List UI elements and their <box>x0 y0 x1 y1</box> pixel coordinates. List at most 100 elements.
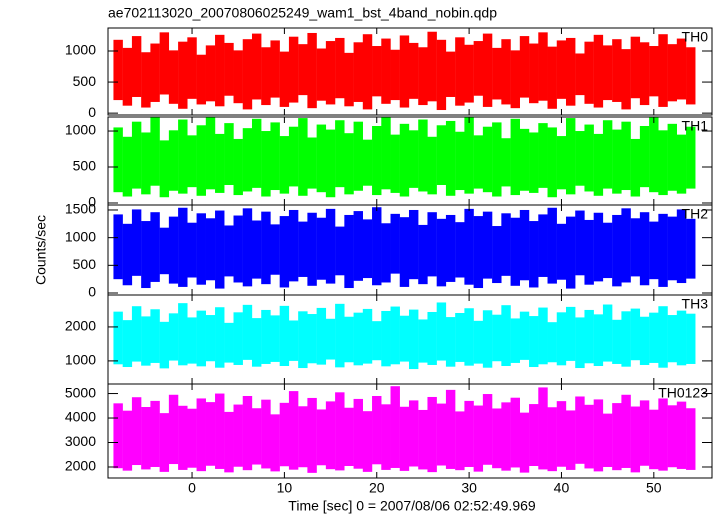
range-bar <box>575 210 585 276</box>
range-bar <box>159 32 170 95</box>
range-bar <box>372 395 382 465</box>
range-bar <box>445 51 456 97</box>
y-tick-label: 1000 <box>65 352 96 368</box>
range-bar <box>159 140 170 198</box>
range-bar <box>298 44 308 96</box>
range-bar <box>113 127 123 193</box>
panel-label: TH3 <box>682 296 709 312</box>
range-bar <box>538 123 548 188</box>
range-bar <box>390 49 400 101</box>
panel-frame <box>107 27 713 116</box>
range-bar <box>344 316 354 363</box>
range-bar <box>667 44 677 102</box>
y-tick-label: 0 <box>88 194 96 210</box>
range-bar <box>445 389 456 469</box>
range-bar <box>676 134 687 194</box>
range-bar <box>556 401 567 467</box>
range-bar <box>325 41 336 105</box>
range-bar <box>538 307 548 365</box>
range-bar <box>455 411 465 471</box>
range-bar <box>141 52 151 108</box>
range-bar <box>325 318 336 360</box>
range-bar <box>602 222 613 279</box>
range-bar <box>501 305 511 366</box>
range-bar <box>372 125 382 196</box>
y-tick-label: 2000 <box>65 318 96 334</box>
range-bar <box>630 308 641 361</box>
range-bar <box>492 408 502 469</box>
range-bar <box>242 304 253 360</box>
range-bar <box>224 411 234 473</box>
range-bar <box>649 117 659 193</box>
range-bar <box>215 393 225 469</box>
range-bar <box>436 218 447 287</box>
range-bar <box>612 129 622 194</box>
range-bar <box>658 34 668 107</box>
range-bar <box>335 303 345 368</box>
range-bar <box>335 226 345 276</box>
range-bar <box>150 212 160 282</box>
range-bar <box>298 221 308 277</box>
range-bar <box>529 404 539 467</box>
chart-title: ae702113020_20070806025249_wam1_bst_4ban… <box>108 5 497 21</box>
y-tick-label: 500 <box>73 256 97 272</box>
range-bar <box>482 33 493 107</box>
range-bar <box>649 46 659 97</box>
range-bar <box>288 126 299 187</box>
range-bar <box>399 315 410 362</box>
range-bar <box>686 126 696 189</box>
range-bar <box>547 407 557 472</box>
range-bar <box>565 37 576 106</box>
range-bar <box>418 409 428 470</box>
range-bar <box>519 36 530 98</box>
y-tick-label: 1000 <box>65 122 96 138</box>
range-bar <box>178 41 188 109</box>
range-bar <box>362 411 373 472</box>
range-bar <box>353 42 363 102</box>
x-tick-label: 30 <box>461 480 477 496</box>
range-bar <box>649 409 659 470</box>
range-bar <box>215 133 225 193</box>
range-bar <box>464 308 474 366</box>
range-bar <box>630 218 641 277</box>
range-bar <box>482 310 493 368</box>
range-bar <box>307 137 317 189</box>
x-tick-label: 50 <box>646 480 662 496</box>
range-bar <box>168 130 179 191</box>
range-bar <box>381 117 391 190</box>
range-bar <box>529 221 539 288</box>
range-bar <box>335 392 345 471</box>
range-bar <box>473 216 484 289</box>
range-bar <box>372 46 382 97</box>
range-bar <box>279 216 290 288</box>
range-bar <box>676 401 687 469</box>
range-bar <box>261 47 271 106</box>
range-bar <box>131 121 142 189</box>
y-tick-label: 500 <box>73 73 97 89</box>
range-bar <box>658 213 668 287</box>
range-bar <box>325 401 336 470</box>
range-bar <box>519 412 530 473</box>
range-bar <box>436 39 447 111</box>
range-bar <box>436 403 447 466</box>
range-bar <box>353 312 363 366</box>
range-bar <box>325 129 336 198</box>
range-bar <box>150 43 160 102</box>
y-tick-label: 1500 <box>65 201 96 217</box>
range-bar <box>621 394 631 468</box>
range-bar <box>270 40 280 98</box>
range-bar <box>150 117 160 186</box>
range-bar <box>538 214 548 277</box>
range-bar <box>141 132 151 195</box>
range-bar <box>538 32 548 101</box>
range-bar <box>353 211 363 281</box>
range-bar <box>455 313 465 362</box>
range-bar <box>639 42 650 106</box>
range-bar <box>612 403 622 471</box>
range-bar <box>593 34 604 108</box>
range-bar <box>464 117 474 194</box>
range-bar <box>565 306 576 361</box>
range-bar <box>224 123 234 185</box>
range-bar <box>251 408 262 465</box>
range-bar <box>492 314 502 362</box>
